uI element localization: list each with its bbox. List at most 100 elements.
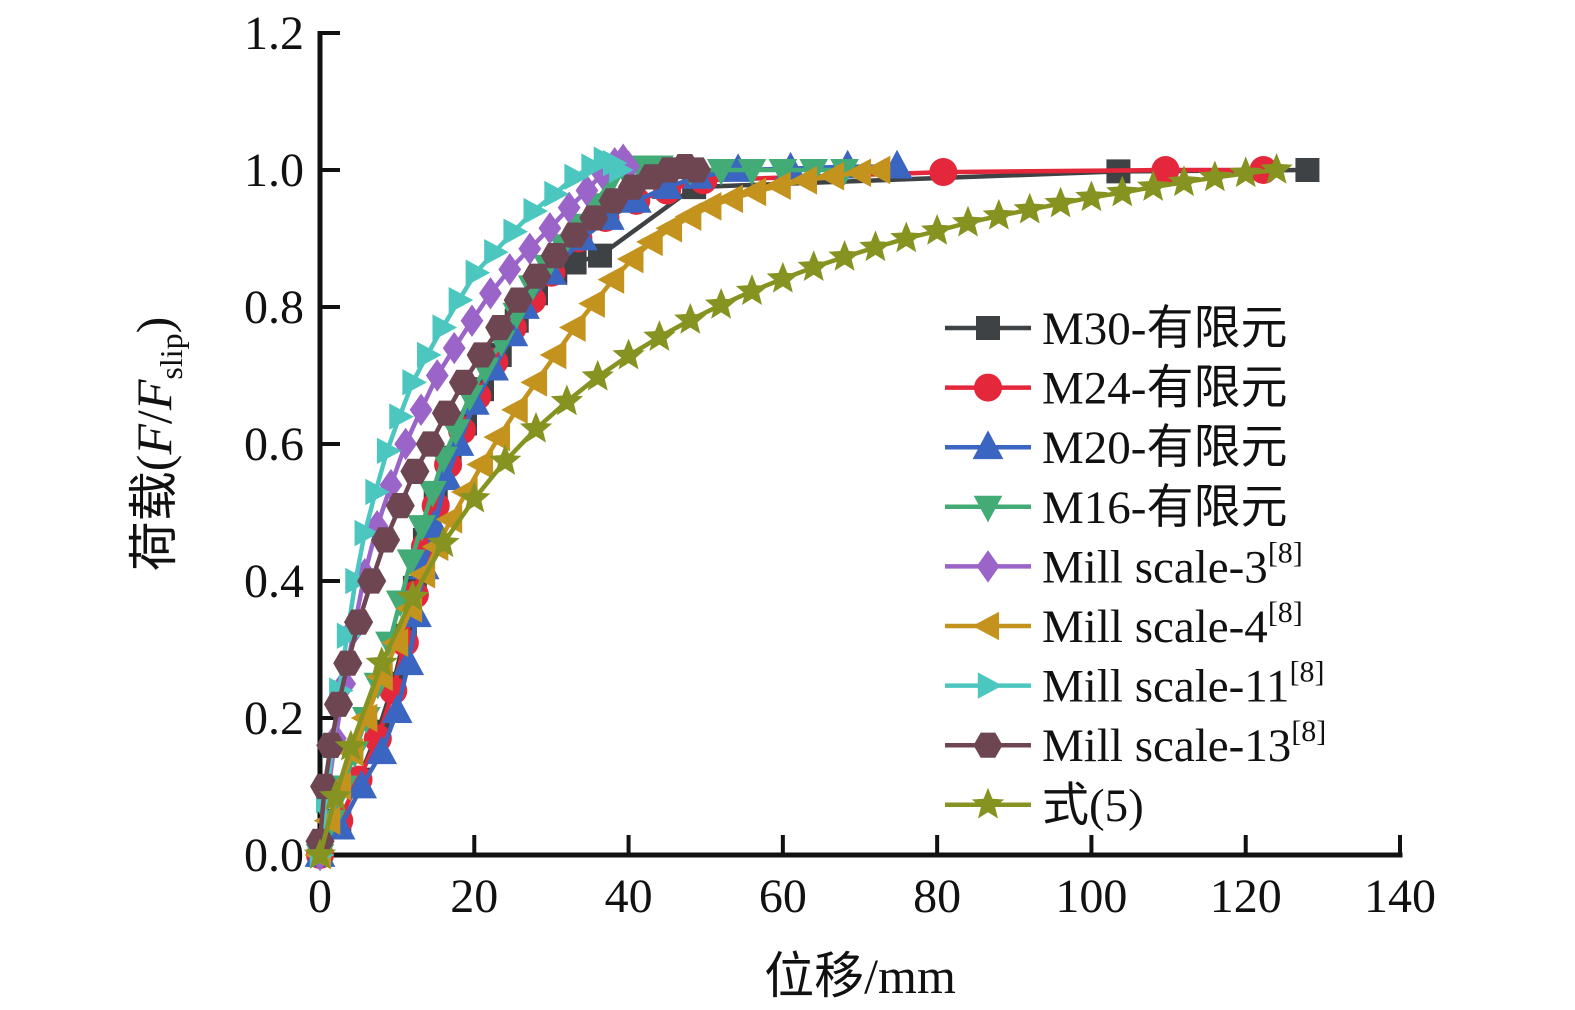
marker-diamond [379, 468, 403, 502]
marker-triangle-right [432, 314, 458, 341]
marker-diamond [365, 510, 389, 543]
x-tick-label: 100 [1055, 870, 1127, 923]
marker-triangle-left [558, 313, 586, 342]
marker-hexagon [357, 568, 387, 594]
marker-circle [929, 158, 958, 187]
marker-star [612, 338, 645, 370]
marker-triangle-left [483, 422, 511, 452]
marker-triangle-right [484, 239, 509, 266]
marker-triangle-down [418, 480, 447, 508]
marker-triangle-left [694, 192, 722, 221]
marker-hexagon [579, 205, 609, 231]
marker-star [674, 303, 707, 334]
marker-star [334, 729, 368, 761]
marker-star [1106, 175, 1139, 207]
y-tick-label: 0.0 [244, 829, 304, 882]
y-axis-title-f1: F [126, 424, 182, 455]
marker-triangle-left [597, 265, 625, 294]
series-eq5 [303, 153, 1293, 869]
legend-marker-triangle-down [973, 495, 1003, 523]
marker-diamond [518, 232, 542, 265]
marker-star [1044, 186, 1077, 218]
legend-item-eq5: 式(5) [945, 780, 1144, 832]
marker-diamond [575, 174, 599, 207]
legend-label-superscript: [8] [1291, 715, 1326, 748]
marker-diamond [479, 277, 502, 310]
x-tick-label: 80 [913, 870, 961, 923]
marker-star [319, 779, 352, 811]
legend-label: Mill scale-11[8] [1042, 656, 1325, 713]
marker-triangle-left [863, 155, 891, 185]
y-tick-label: 1.2 [244, 7, 304, 60]
y-axis-title-slash: / [126, 410, 182, 425]
legend-label: Mill scale-13[8] [1042, 715, 1326, 772]
marker-triangle-right [581, 153, 606, 180]
marker-hexagon [598, 188, 628, 214]
marker-triangle-left [350, 703, 378, 733]
x-tick-label: 20 [450, 870, 498, 923]
marker-triangle-left [716, 184, 743, 214]
x-tick-label: 0 [308, 870, 332, 923]
marker-star [766, 261, 800, 293]
marker-star [828, 239, 861, 271]
y-axis-title-sub: slip [153, 333, 189, 380]
marker-triangle-left [539, 340, 567, 370]
marker-triangle-up [393, 646, 425, 676]
legend-item-m16: M16-有限元 [945, 482, 1287, 534]
marker-hexagon [323, 691, 354, 717]
marker-hexagon [448, 369, 479, 395]
marker-triangle-up [346, 769, 378, 799]
marker-triangle-left [466, 450, 494, 479]
marker-triangle-left [520, 368, 548, 397]
marker-hexagon [466, 342, 496, 368]
marker-triangle-up [366, 735, 398, 765]
marker-star [1229, 156, 1262, 188]
marker-triangle-right [465, 259, 491, 286]
marker-triangle-down [768, 158, 798, 186]
marker-star [1013, 192, 1046, 224]
legend-label: M30-有限元 [1042, 303, 1287, 355]
marker-star [396, 580, 429, 612]
marker-star [1167, 165, 1201, 197]
series-mill-scale-13 [305, 153, 712, 854]
legend-item-m24: M24-有限元 [945, 363, 1287, 415]
marker-triangle-left [844, 158, 872, 188]
legend-item-mill-scale-4: Mill scale-4[8] [945, 596, 1303, 653]
x-tick-label: 60 [759, 870, 807, 923]
marker-hexagon [560, 222, 590, 248]
marker-star [951, 205, 985, 237]
marker-triangle-up [381, 694, 413, 724]
marker-diamond [498, 253, 522, 286]
marker-triangle-down [396, 549, 426, 577]
legend-marker-hexagon [973, 732, 1003, 758]
marker-triangle-up [651, 170, 683, 200]
marker-triangle-left [817, 161, 845, 191]
marker-triangle-right [448, 286, 474, 314]
axes: 0 20 40 60 80 100 120 140 0.0 0.2 0.4 0.6 0.8 1.0 1.2 [244, 7, 1436, 923]
y-tick-label: 0.2 [244, 692, 304, 745]
marker-triangle-left [790, 165, 818, 195]
marker-triangle-up [722, 153, 754, 182]
legend-label: M16-有限元 [1042, 482, 1287, 534]
marker-star [1260, 153, 1293, 184]
marker-hexagon [485, 314, 515, 341]
marker-triangle-right [417, 341, 442, 369]
marker-triangle-left [739, 177, 767, 207]
marker-star [1075, 180, 1108, 212]
marker-star [488, 444, 522, 475]
y-axis-title: 荷载(F/Fslip) [114, 317, 190, 572]
marker-hexagon [415, 431, 445, 457]
legend-label-superscript: [8] [1290, 656, 1325, 689]
legend-label: 式(5) [1042, 780, 1144, 832]
y-axis-title-f2: F [126, 379, 182, 411]
marker-hexagon [540, 243, 570, 269]
y-tick-label: 0.4 [244, 555, 304, 608]
y-axis-title-suffix: ) [126, 316, 182, 334]
marker-triangle-right [564, 163, 589, 191]
marker-triangle-left [636, 227, 663, 257]
legend-label-superscript: [8] [1268, 536, 1303, 569]
legend-marker-triangle-up [972, 430, 1004, 460]
